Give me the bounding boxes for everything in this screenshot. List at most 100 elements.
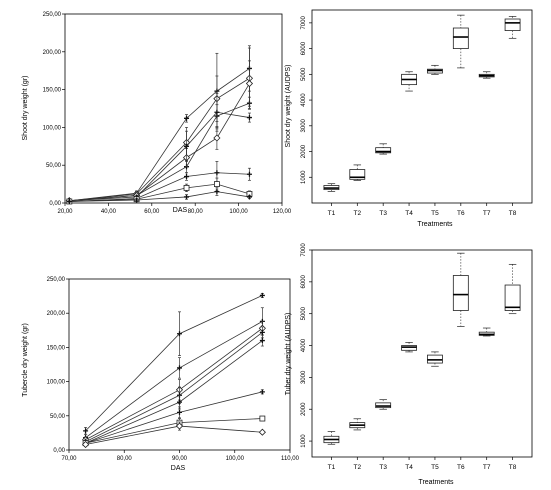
x-tick-label: T6 (457, 464, 465, 471)
x-tick-label: T3 (379, 210, 387, 217)
x-tick-label: 100,00 (226, 456, 245, 462)
y-axis-label: Shoot dry weight (gr) (22, 76, 29, 141)
data-point (177, 399, 182, 405)
x-tick-label: 120,00 (273, 209, 292, 215)
data-point (82, 440, 90, 449)
y-tick-label: 5000 (301, 67, 307, 81)
x-tick-label: T5 (431, 210, 439, 217)
data-point (184, 143, 190, 149)
x-tick-label: T7 (483, 464, 491, 471)
series-line-5 (85, 340, 263, 444)
box-T2 (349, 169, 366, 180)
x-tick-label: 80,00 (117, 456, 133, 462)
x-axis-label: DAS (173, 207, 188, 214)
y-tick-label: 0,00 (53, 448, 65, 454)
series-line-6 (69, 172, 250, 202)
data-point (213, 134, 221, 142)
plot-frame (311, 9, 533, 204)
series-line-5 (69, 111, 250, 202)
y-tick-label: 6000 (301, 275, 307, 289)
data-point (213, 181, 220, 188)
data-point (259, 415, 266, 422)
x-tick-label: T2 (353, 464, 361, 471)
x-tick-label: T1 (328, 210, 336, 217)
data-point (184, 194, 190, 200)
data-point (245, 79, 254, 88)
data-point (183, 184, 190, 191)
series-line-1 (69, 68, 250, 202)
box-T8 (504, 284, 521, 311)
y-tick-label: 250,00 (47, 277, 66, 283)
x-tick-label: 80,00 (188, 209, 204, 215)
y-tick-label: 1000 (301, 170, 307, 184)
tuber-box-chart: Treatments Tuber dry weight (AUDPS) 1000… (285, 243, 533, 486)
y-tick-label: 2000 (301, 402, 307, 416)
data-point (177, 331, 182, 337)
y-tick-label: 6000 (301, 41, 307, 55)
x-tick-label: 20,00 (57, 209, 73, 215)
x-axis-label: DAS (171, 465, 186, 472)
y-tick-label: 7000 (301, 16, 307, 30)
data-point (259, 292, 265, 298)
x-tick-label: T6 (457, 210, 465, 217)
data-point (184, 115, 190, 121)
x-tick-label: T8 (509, 464, 517, 471)
data-point (214, 189, 220, 195)
series-line-3 (85, 327, 263, 441)
y-tick-label: 150,00 (43, 88, 62, 94)
y-tick-label: 3000 (301, 118, 307, 132)
y-tick-label: 4000 (301, 93, 307, 107)
y-tick-label: 150,00 (47, 345, 66, 351)
x-tick-label: 70,00 (61, 456, 77, 462)
x-tick-label: T4 (405, 464, 413, 471)
box-T6 (452, 27, 469, 49)
y-tick-label: 7000 (301, 243, 307, 257)
y-tick-label: 3000 (301, 370, 307, 384)
box-T3 (375, 147, 392, 154)
x-tick-label: 40,00 (101, 209, 117, 215)
data-point (66, 198, 72, 204)
x-tick-label: T4 (405, 210, 413, 217)
x-tick-label: T1 (328, 464, 336, 471)
y-tick-label: 2000 (301, 144, 307, 158)
x-tick-label: 60,00 (144, 209, 160, 215)
data-point (177, 365, 182, 371)
y-tick-label: 100,00 (47, 380, 66, 386)
data-point (258, 428, 266, 436)
plot-frame (64, 13, 283, 204)
shoot-box-chart: Treatments Shoot dry weight (AUDPS) 1000… (285, 9, 533, 228)
data-point (214, 170, 220, 176)
y-tick-label: 50,00 (50, 414, 66, 420)
x-axis-label: Treatments (418, 479, 454, 486)
series-line-1 (85, 295, 263, 432)
data-point (259, 329, 265, 335)
data-point (177, 409, 182, 415)
y-tick-label: 200,00 (47, 311, 66, 317)
data-point (134, 197, 140, 203)
y-tick-label: 50,00 (46, 163, 62, 169)
box-T6 (452, 275, 469, 311)
data-point (175, 422, 184, 430)
plot-frame (311, 249, 533, 458)
x-tick-label: 110,00 (281, 456, 300, 462)
x-tick-label: 100,00 (229, 209, 248, 215)
x-tick-label: T2 (353, 210, 361, 217)
y-tick-label: 100,00 (43, 125, 62, 131)
x-tick-label: T3 (379, 464, 387, 471)
y-tick-label: 250,00 (43, 12, 62, 18)
y-tick-label: 5000 (301, 306, 307, 320)
y-tick-label: 200,00 (43, 50, 62, 56)
y-tick-label: 4000 (301, 338, 307, 352)
x-tick-label: T5 (431, 464, 439, 471)
x-axis-label: Treatments (417, 221, 453, 228)
y-tick-label: 0,00 (49, 201, 61, 207)
data-point (83, 428, 89, 434)
series-line-4 (69, 83, 250, 202)
data-point (259, 338, 265, 344)
y-axis-label: Tuber dry weight (AUDPS) (285, 313, 292, 396)
data-point (246, 194, 252, 200)
tubercle-line-chart: DAS Tubercle dry weight (gr) 70,00 80,00 9… (22, 277, 300, 472)
data-point (246, 171, 252, 177)
x-tick-label: T7 (483, 210, 491, 217)
